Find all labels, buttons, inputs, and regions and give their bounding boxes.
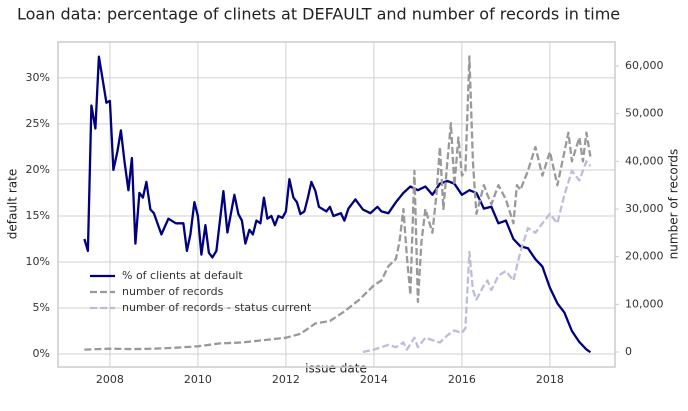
y2-tick-label: 50,000 [625,107,664,120]
x-tick-label: 2014 [360,373,388,386]
y2-tick-label: 40,000 [625,154,664,167]
y2-tick-label: 0 [625,345,632,358]
y-axis-label: default rate [6,169,20,239]
y-tick-label: 10% [26,255,50,268]
y2-tick-label: 30,000 [625,202,664,215]
x-tick-label: 2018 [536,373,564,386]
y-tick-label: 25% [26,117,50,130]
y2-tick-label: 60,000 [625,59,664,72]
y2-axis-label: number of records [667,149,681,260]
x-tick-label: 2008 [96,373,124,386]
x-tick-label: 2012 [272,373,300,386]
plot-frame [57,41,616,368]
line-series [362,160,592,354]
y-tick-label: 5% [33,301,50,314]
y2-tick-label: 10,000 [625,297,664,310]
chart-title: Loan data: percentage of clinets at DEFA… [17,5,620,24]
x-axis-label: issue date [305,362,367,376]
y-tick-label: 30% [26,71,50,84]
legend-label: % of clients at default [122,269,243,282]
line-series [84,55,592,351]
legend-label: number of records - status current [122,301,312,314]
y2-tick-label: 20,000 [625,250,664,263]
x-tick-label: 2016 [448,373,476,386]
y-tick-label: 20% [26,163,50,176]
y-tick-label: 15% [26,209,50,222]
y-tick-label: 0% [33,347,50,360]
x-tick-label: 2010 [184,373,212,386]
legend-label: number of records [122,285,224,298]
